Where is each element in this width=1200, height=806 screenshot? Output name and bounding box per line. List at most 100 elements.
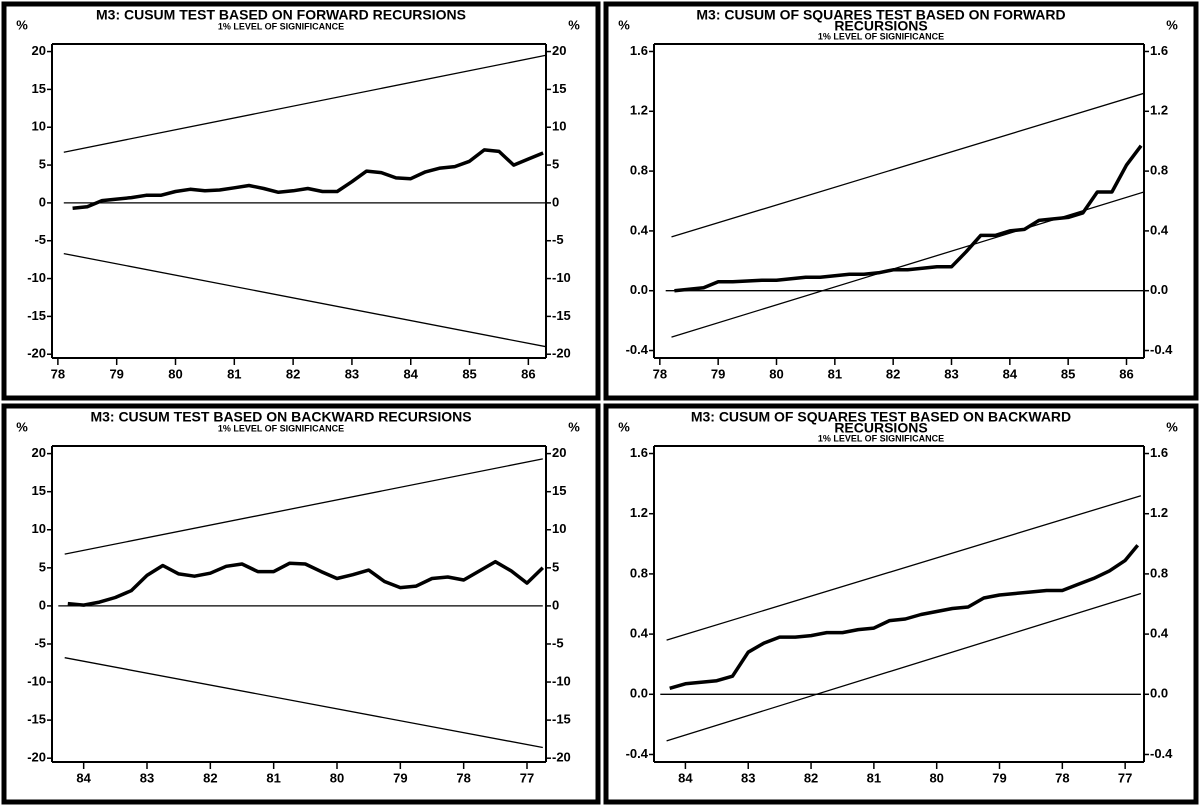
- y2-tick-label: 1.6: [1150, 43, 1168, 58]
- chart-title: M3: CUSUM OF SQUARES TEST BASED ON FORWA…: [696, 7, 1065, 23]
- y-tick-label: -10: [27, 673, 46, 688]
- y-tick-label: -15: [27, 308, 46, 323]
- x-tick-label: 78: [653, 366, 667, 381]
- y-tick-label: -0.4: [626, 746, 649, 761]
- x-tick-label: 78: [1055, 770, 1069, 785]
- x-tick-label: 80: [769, 366, 783, 381]
- chart-subtitle: 1% LEVEL OF SIGNIFICANCE: [218, 423, 344, 433]
- panel-border: [1, 403, 601, 805]
- y2-tick-label: -5: [552, 635, 564, 650]
- chart-subtitle: 1% LEVEL OF SIGNIFICANCE: [818, 31, 944, 41]
- y2-tick-label: 0.8: [1150, 565, 1168, 580]
- x-tick-label: 83: [345, 366, 359, 381]
- y-tick-label: 20: [32, 445, 46, 460]
- y-tick-label: -5: [34, 232, 46, 247]
- y-tick-label: 0.8: [630, 163, 648, 178]
- x-tick-label: 81: [828, 366, 842, 381]
- x-tick-label: 81: [867, 770, 881, 785]
- x-tick-label: 84: [678, 770, 693, 785]
- y2-tick-label: 0.4: [1150, 222, 1169, 237]
- y2-tick-label: -0.4: [1150, 342, 1173, 357]
- y-axis-label: %: [16, 419, 28, 434]
- y2-tick-label: 0.4: [1150, 626, 1169, 641]
- x-tick-label: 81: [227, 366, 241, 381]
- y2-tick-label: -10: [552, 673, 571, 688]
- y2-tick-label: 0.0: [1150, 282, 1168, 297]
- y-tick-label: 0.8: [630, 565, 648, 580]
- y-tick-label: -10: [27, 270, 46, 285]
- y2-tick-label: 0.8: [1150, 163, 1168, 178]
- y2-tick-label: 1.6: [1150, 445, 1168, 460]
- x-tick-label: 82: [886, 366, 900, 381]
- y-tick-label: 1.6: [630, 43, 648, 58]
- x-tick-label: 79: [393, 770, 407, 785]
- x-tick-label: 83: [741, 770, 755, 785]
- reference-line: [671, 191, 1145, 338]
- y2-tick-label: -15: [552, 308, 571, 323]
- reference-line: [671, 92, 1145, 238]
- x-tick-label: 79: [992, 770, 1006, 785]
- y2-tick-label: 5: [552, 559, 559, 574]
- x-tick-label: 82: [203, 770, 217, 785]
- y-tick-label: 1.6: [630, 445, 648, 460]
- y-tick-label: 1.2: [630, 505, 648, 520]
- cusum-line: [669, 544, 1140, 690]
- y-axis-label: %: [618, 17, 630, 32]
- chart-subtitle: 1% LEVEL OF SIGNIFICANCE: [218, 21, 344, 31]
- y2-tick-label: 20: [552, 445, 566, 460]
- y-tick-label: 5: [39, 559, 46, 574]
- x-tick-label: 78: [51, 366, 65, 381]
- y2-tick-label: 0: [552, 597, 559, 612]
- y-tick-label: -0.4: [626, 342, 649, 357]
- y-tick-label: 0.0: [630, 686, 648, 701]
- y-tick-label: -15: [27, 712, 46, 727]
- x-tick-label: 80: [168, 366, 182, 381]
- x-tick-label: 84: [1003, 366, 1018, 381]
- y2-tick-label: 15: [552, 483, 566, 498]
- y-tick-label: 20: [32, 43, 46, 58]
- y-tick-label: 15: [32, 483, 46, 498]
- y-axis-label: %: [618, 419, 630, 434]
- y2-tick-label: -0.4: [1150, 746, 1173, 761]
- y2-tick-label: 10: [552, 521, 566, 536]
- y-axis-label: %: [16, 17, 28, 32]
- x-tick-label: 82: [804, 770, 818, 785]
- y2-axis-label: %: [1166, 17, 1178, 32]
- x-tick-label: 85: [1061, 366, 1075, 381]
- y2-tick-label: -15: [552, 712, 571, 727]
- x-tick-label: 77: [1118, 770, 1132, 785]
- x-tick-label: 83: [944, 366, 958, 381]
- panel-border: [1, 1, 601, 401]
- panel-border: [603, 1, 1199, 401]
- y2-axis-label: %: [568, 17, 580, 32]
- x-tick-label: 78: [456, 770, 470, 785]
- x-tick-label: 79: [711, 366, 725, 381]
- reference-line: [666, 592, 1142, 742]
- y2-tick-label: 15: [552, 81, 566, 96]
- x-tick-label: 84: [76, 770, 91, 785]
- y2-tick-label: -10: [552, 270, 571, 285]
- y2-tick-label: 5: [552, 156, 559, 171]
- reference-line: [63, 54, 547, 153]
- y-tick-label: -20: [27, 750, 46, 765]
- x-tick-label: 77: [520, 770, 534, 785]
- y2-axis-label: %: [1166, 419, 1178, 434]
- x-tick-label: 84: [404, 366, 419, 381]
- y2-tick-label: 0: [552, 194, 559, 209]
- chart-subtitle: 1% LEVEL OF SIGNIFICANCE: [818, 433, 944, 443]
- chart-title: M3: CUSUM TEST BASED ON FORWARD RECURSIO…: [96, 7, 466, 23]
- chart-title: RECURSIONS: [834, 420, 927, 436]
- y-tick-label: 0.4: [630, 626, 649, 641]
- y-tick-label: 10: [32, 119, 46, 134]
- x-tick-label: 83: [140, 770, 154, 785]
- y-tick-label: 5: [39, 156, 46, 171]
- y2-tick-label: -5: [552, 232, 564, 247]
- x-tick-label: 80: [330, 770, 344, 785]
- reference-line: [64, 657, 543, 749]
- y-tick-label: -5: [34, 635, 46, 650]
- x-tick-label: 86: [1119, 366, 1133, 381]
- x-tick-label: 79: [109, 366, 123, 381]
- y-tick-label: 0: [39, 194, 46, 209]
- panel-border: [603, 403, 1199, 805]
